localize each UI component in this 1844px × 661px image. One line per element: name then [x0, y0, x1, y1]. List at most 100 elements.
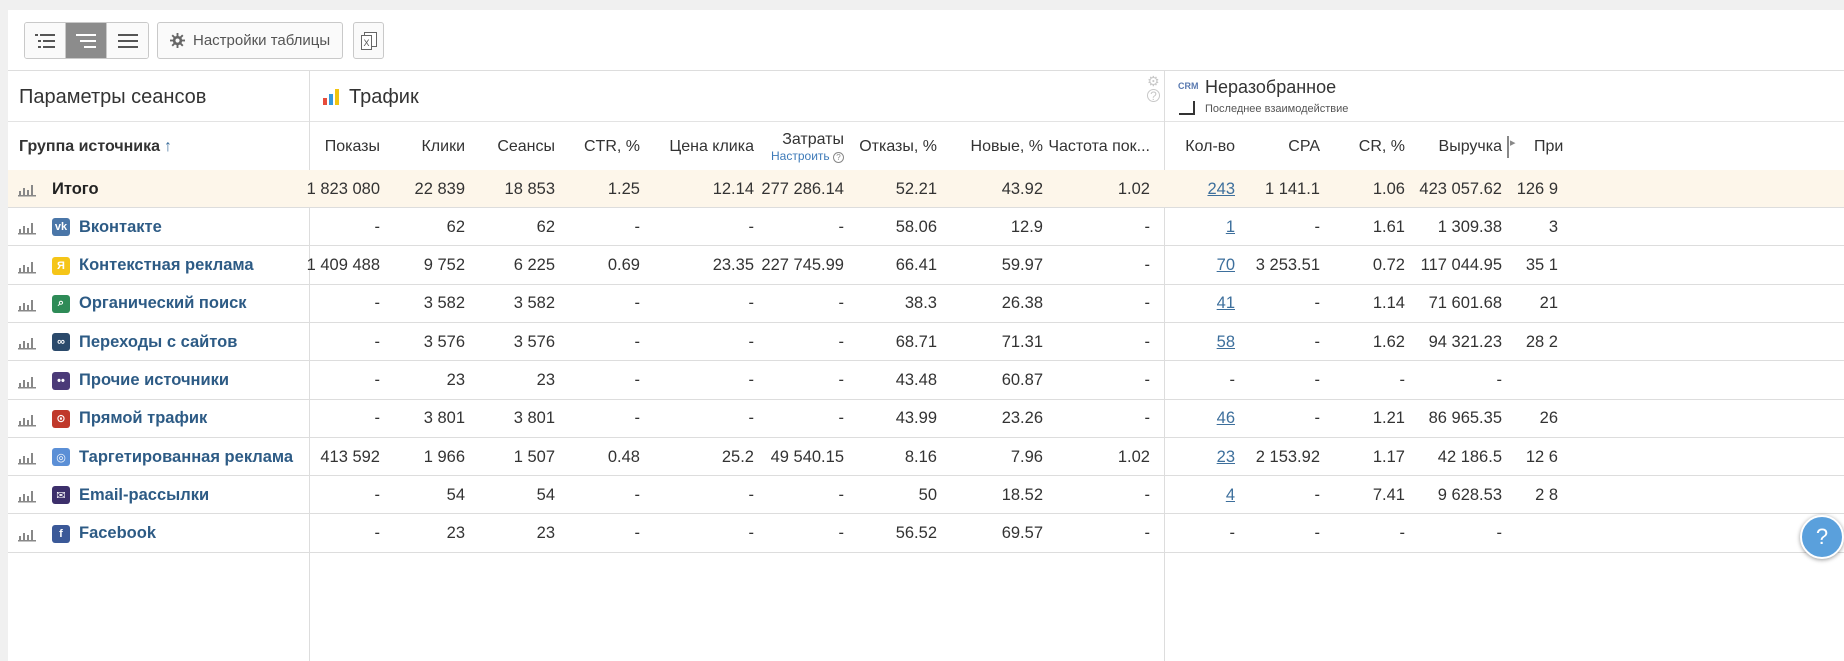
column-resize-handle[interactable] — [1507, 136, 1509, 158]
cell-cr: 1.06 — [1372, 179, 1405, 198]
cell-bounce: 38.3 — [904, 294, 937, 313]
toolbar: Настройки таблицы X — [24, 22, 385, 60]
col-new[interactable]: Новые, % — [970, 137, 1043, 155]
cell-sessions: 18 853 — [504, 179, 555, 198]
cell-costs: - — [838, 294, 845, 313]
export-excel-button[interactable]: X — [353, 22, 385, 59]
col-count[interactable]: Кол-во — [1185, 137, 1235, 155]
cell-bounce: 52.21 — [895, 179, 937, 198]
col-cpc[interactable]: Цена клика — [669, 137, 754, 155]
col-group-source[interactable]: Группа источника ↑ — [19, 122, 219, 171]
col-ctr[interactable]: CTR, % — [584, 137, 640, 155]
row-chart-icon[interactable] — [18, 487, 36, 503]
row-name[interactable]: Таргетированная реклама — [79, 447, 294, 466]
cell-ctr: - — [634, 524, 641, 543]
cell-cpc: - — [748, 485, 755, 504]
row-chart-icon[interactable] — [18, 449, 36, 465]
indent-view-button[interactable] — [66, 23, 107, 58]
cell-bounce: 43.48 — [895, 371, 937, 389]
cell-costs: - — [838, 409, 845, 428]
col-shows[interactable]: Показы — [324, 137, 380, 155]
row-name[interactable]: Органический поиск — [79, 294, 247, 313]
row-chart-icon[interactable] — [18, 181, 36, 197]
traffic-help-icon[interactable]: ? — [1147, 89, 1160, 103]
cell-cpa: - — [1314, 524, 1321, 543]
cell-freq: 1.02 — [1117, 447, 1150, 466]
traffic-title: Трафик — [349, 86, 419, 108]
table-row[interactable]: ⌕ Органический поиск - 3 582 3 582 - - - 38.3 26.… — [8, 285, 1844, 323]
cell-cr: 0.72 — [1372, 256, 1405, 275]
help-button[interactable]: ? — [1800, 515, 1844, 559]
indent-list-icon — [76, 33, 96, 48]
cell-profit: 2 8 — [1535, 485, 1558, 504]
col-frequency[interactable]: Частота пок... — [1048, 137, 1150, 155]
cell-count[interactable]: 41 — [1216, 294, 1235, 313]
cell-freq: - — [1144, 371, 1151, 389]
row-name[interactable]: Прочие источники — [79, 371, 230, 389]
table-row[interactable]: f Facebook - 23 23 - - - 56.52 69.57 - - - - - — [8, 515, 1844, 553]
row-name[interactable]: Прямой трафик — [79, 409, 208, 428]
cell-freq: - — [1144, 294, 1151, 313]
cell-count[interactable]: 70 — [1216, 256, 1235, 275]
row-chart-icon[interactable] — [18, 373, 36, 389]
table-row[interactable]: •• Прочие источники - 23 23 - - - 43.48 60.87 - - - -… — [8, 362, 1844, 400]
row-chart-icon[interactable] — [18, 219, 36, 235]
col-cpa[interactable]: CPA — [1288, 137, 1320, 155]
cell-count[interactable]: 1 — [1225, 217, 1235, 236]
table-settings-button[interactable]: Настройки таблицы — [157, 22, 344, 59]
cell-freq: - — [1144, 332, 1151, 351]
cell-cr: 1.14 — [1372, 294, 1405, 313]
col-revenue[interactable]: Выручка — [1438, 137, 1502, 155]
cell-count: - — [1229, 371, 1236, 389]
table-row[interactable]: ✉ Email-рассылки - 54 54 - - - 50 18.52 - 4 - 7.41 9 6… — [8, 476, 1844, 515]
table-row[interactable]: Я Контекстная реклама 1 409 488 9 752 6 225 0… — [8, 247, 1844, 285]
cell-cpc: - — [748, 409, 755, 428]
table-row[interactable]: ◎ Таргетированная реклама 413 592 1 966 1 50… — [8, 438, 1844, 477]
col-profit[interactable]: При — [1534, 137, 1564, 155]
col-group-source-label: Группа источника — [19, 137, 161, 155]
cell-profit: 26 — [1539, 409, 1558, 428]
direct-icon: ⊙ — [52, 409, 70, 428]
cell-cpa: - — [1314, 217, 1321, 236]
flat-view-button[interactable] — [107, 23, 148, 58]
col-costs[interactable]: Затраты Настроить ? — [760, 122, 844, 171]
cell-bounce: 8.16 — [904, 447, 937, 466]
tree-view-button[interactable] — [25, 23, 66, 58]
last-interaction-label: Последнее взаимодействие — [1205, 103, 1349, 115]
col-bounce[interactable]: Отказы, % — [859, 137, 937, 155]
table-row[interactable]: ∞ Переходы с сайтов - 3 576 3 576 - - - 68.71 71.… — [8, 323, 1844, 362]
cell-cpc: 25.2 — [721, 447, 754, 466]
row-name[interactable]: Переходы с сайтов — [79, 332, 238, 351]
col-sessions[interactable]: Сеансы — [497, 137, 555, 155]
cell-cpa: 2 153.92 — [1255, 447, 1320, 466]
cell-count[interactable]: 243 — [1207, 179, 1235, 198]
total-row[interactable]: Итого 1 823 080 22 839 18 853 1.25 12.14 277 2… — [8, 170, 1844, 208]
col-clicks[interactable]: Клики — [421, 137, 465, 155]
row-chart-icon[interactable] — [18, 526, 36, 542]
row-chart-icon[interactable] — [18, 334, 36, 350]
yandex-icon: Я — [52, 256, 70, 275]
table-row[interactable]: vk Вконтакте - 62 62 - - - 58.06 12.9 - 1 - 1.61 1 309… — [8, 208, 1844, 247]
cell-new: 43.92 — [1001, 179, 1043, 198]
cell-shows: - — [374, 485, 381, 504]
row-chart-icon[interactable] — [18, 411, 36, 427]
cell-shows: 1 823 080 — [306, 179, 380, 198]
cell-count[interactable]: 58 — [1216, 332, 1235, 351]
row-chart-icon[interactable] — [18, 258, 36, 274]
row-name[interactable]: Контекстная реклама — [79, 256, 254, 275]
row-name[interactable]: Вконтакте — [79, 217, 162, 236]
cell-count[interactable]: 23 — [1216, 447, 1235, 466]
row-chart-icon[interactable] — [18, 296, 36, 312]
vk-icon: vk — [52, 218, 70, 237]
table-row[interactable]: ⊙ Прямой трафик - 3 801 3 801 - - - 43.99 23.26 - 4… — [8, 400, 1844, 438]
row-name[interactable]: Email-рассылки — [79, 485, 210, 504]
row-name[interactable]: Facebook — [79, 524, 157, 543]
cell-count[interactable]: 46 — [1216, 409, 1235, 428]
cell-freq: - — [1144, 256, 1151, 275]
cell-count[interactable]: 4 — [1225, 485, 1235, 504]
col-costs-configure-link[interactable]: Настроить ? — [771, 149, 844, 163]
cell-new: 71.31 — [1001, 332, 1043, 351]
cell-cpc: - — [748, 294, 755, 313]
traffic-settings-icon[interactable]: ⚙ — [1147, 73, 1160, 89]
col-cr[interactable]: CR, % — [1358, 137, 1405, 155]
